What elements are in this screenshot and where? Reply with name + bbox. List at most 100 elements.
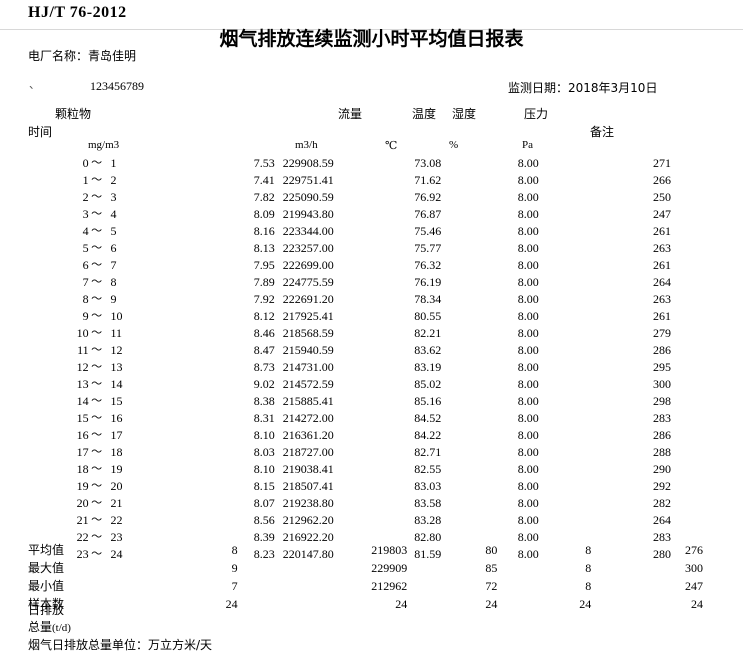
tilde-separator: ～ — [91, 310, 103, 322]
cell-hour-start: 1 — [82, 173, 89, 187]
tilde-separator: ～ — [91, 276, 103, 288]
cell-particulate: 7.92 — [253, 292, 275, 306]
summary-humidity: 24 — [579, 597, 592, 611]
tilde-separator: ～ — [91, 480, 103, 492]
cell-humidity: 8.00 — [517, 428, 539, 442]
unit-note: 烟气日排放总量单位：万立方米/天 — [28, 638, 213, 652]
hourly-data-table: 0 ～ 1 7.53 229908.59 73.08 8.00 271 1 ～ 2 7.41 22975… — [0, 155, 743, 563]
cell-hour-end: 21 — [110, 496, 123, 510]
cell-hour-start: 15 — [76, 411, 89, 425]
cell-hour-end: 19 — [110, 462, 123, 476]
cell-pressure: 295 — [653, 360, 671, 374]
tilde-separator: ～ — [91, 429, 103, 441]
cell-temperature: 84.22 — [414, 428, 442, 442]
cell-humidity: 8.00 — [517, 309, 539, 323]
cell-temperature: 83.58 — [414, 496, 442, 510]
tilde-separator: ～ — [91, 157, 103, 169]
table-row: 7 ～ 8 7.89 224775.59 76.19 8.00 264 — [0, 274, 743, 291]
tilde-separator: ～ — [91, 531, 103, 543]
cell-hour-start: 18 — [76, 462, 89, 476]
cell-hour-start: 20 — [76, 496, 89, 510]
cell-particulate: 8.10 — [253, 428, 275, 442]
cell-flow: 229908.59 — [282, 156, 334, 170]
cell-particulate: 8.16 — [253, 224, 275, 238]
header-divider — [0, 29, 743, 30]
tilde-separator: ～ — [91, 548, 103, 560]
cell-pressure: 264 — [653, 513, 671, 527]
cell-humidity: 8.00 — [517, 275, 539, 289]
tilde-separator: ～ — [91, 208, 103, 220]
summary-humidity: 8 — [585, 579, 592, 593]
cell-temperature: 83.62 — [414, 343, 442, 357]
table-row: 17 ～ 18 8.03 218727.00 82.71 8.00 288 — [0, 444, 743, 461]
cell-particulate: 8.09 — [253, 207, 275, 221]
cell-flow: 223344.00 — [282, 224, 334, 238]
cell-flow: 222699.00 — [282, 258, 334, 272]
cell-hour-start: 23 — [76, 547, 89, 561]
cell-hour-start: 0 — [82, 156, 89, 170]
cell-pressure: 292 — [653, 479, 671, 493]
cell-hour-end: 20 — [110, 479, 123, 493]
summary-particulate: 8 — [231, 543, 238, 557]
cell-flow: 229751.41 — [282, 173, 334, 187]
tilde-separator: ～ — [91, 259, 103, 271]
cell-hour-end: 13 — [110, 360, 123, 374]
cell-hour-start: 12 — [76, 360, 89, 374]
cell-humidity: 8.00 — [517, 173, 539, 187]
cell-hour-end: 24 — [110, 547, 123, 561]
column-header-remark: 备注 — [590, 125, 615, 139]
summary-particulate: 9 — [231, 561, 238, 575]
cell-hour-start: 9 — [82, 309, 89, 323]
summary-temperature: 80 — [485, 543, 498, 557]
cell-hour-start: 22 — [76, 530, 89, 544]
cell-hour-end: 4 — [110, 207, 117, 221]
cell-pressure: 288 — [653, 445, 671, 459]
cell-pressure: 263 — [653, 241, 671, 255]
cell-particulate: 8.03 — [253, 445, 275, 459]
cell-particulate: 8.23 — [253, 547, 275, 561]
cell-humidity: 8.00 — [517, 258, 539, 272]
cell-particulate: 8.15 — [253, 479, 275, 493]
cell-hour-end: 15 — [110, 394, 123, 408]
table-row: 22 ～ 23 8.39 216922.20 82.80 8.00 283 — [0, 529, 743, 546]
cell-humidity: 8.00 — [517, 445, 539, 459]
column-unit-particulate: mg/m3 — [88, 139, 120, 151]
summary-flow: 219803 — [371, 543, 408, 557]
cell-particulate: 8.10 — [253, 462, 275, 476]
summary-row: 最大值 9 229909 85 8 300 — [0, 559, 743, 577]
cell-temperature: 81.59 — [414, 547, 442, 561]
cell-pressure: 300 — [653, 377, 671, 391]
table-row: 5 ～ 6 8.13 223257.00 75.77 8.00 263 — [0, 240, 743, 257]
cell-hour-end: 16 — [110, 411, 123, 425]
cell-hour-start: 14 — [76, 394, 89, 408]
cell-flow: 222691.20 — [282, 292, 334, 306]
column-header-particulate: 颗粒物 — [55, 107, 92, 121]
cell-flow: 217925.41 — [282, 309, 334, 323]
cell-pressure: 280 — [653, 547, 671, 561]
cell-hour-end: 18 — [110, 445, 123, 459]
summary-row: 平均值 8 219803 80 8 276 — [0, 541, 743, 559]
cell-pressure: 263 — [653, 292, 671, 306]
table-row: 19 ～ 20 8.15 218507.41 83.03 8.00 292 — [0, 478, 743, 495]
cell-pressure: 279 — [653, 326, 671, 340]
cell-hour-end: 9 — [110, 292, 117, 306]
cell-temperature: 83.03 — [414, 479, 442, 493]
table-row: 9 ～ 10 8.12 217925.41 80.55 8.00 261 — [0, 308, 743, 325]
cell-temperature: 83.19 — [414, 360, 442, 374]
column-unit-flow: m3/h — [295, 139, 318, 151]
table-row: 18 ～ 19 8.10 219038.41 82.55 8.00 290 — [0, 461, 743, 478]
summary-flow: 229909 — [371, 561, 408, 575]
cell-hour-start: 13 — [76, 377, 89, 391]
cell-humidity: 8.00 — [517, 462, 539, 476]
cell-flow: 216922.20 — [282, 530, 334, 544]
summary-table: 平均值 8 219803 80 8 276 最大值 9 229909 85 8 300 最小值 7 2129… — [0, 541, 743, 613]
cell-pressure: 266 — [653, 173, 671, 187]
plant-name-label: 电厂名称：青岛佳明 — [28, 49, 137, 63]
tilde-separator: ～ — [91, 191, 103, 203]
cell-flow: 214731.00 — [282, 360, 334, 374]
cell-flow: 220147.80 — [282, 547, 334, 561]
daily-emission-text: 总量 — [28, 620, 53, 634]
cell-pressure: 247 — [653, 207, 671, 221]
cell-hour-end: 5 — [110, 224, 117, 238]
cell-pressure: 283 — [653, 530, 671, 544]
